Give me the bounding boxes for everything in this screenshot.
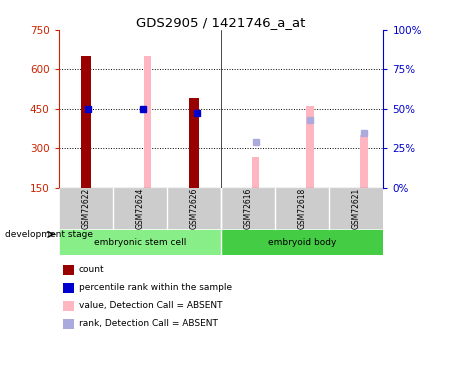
Text: GSM72621: GSM72621 [352, 188, 361, 229]
Text: GSM72624: GSM72624 [135, 188, 144, 229]
Bar [59, 188, 113, 230]
Text: GSM72618: GSM72618 [298, 188, 307, 229]
Text: rank, Detection Call = ABSENT: rank, Detection Call = ABSENT [79, 319, 218, 328]
Text: value, Detection Call = ABSENT: value, Detection Call = ABSENT [79, 302, 222, 310]
Bar [329, 188, 383, 230]
Bar [306, 106, 313, 188]
Bar [81, 56, 91, 188]
Bar [59, 230, 221, 255]
Text: embryonic stem cell: embryonic stem cell [94, 238, 186, 247]
Bar [275, 188, 329, 230]
Text: GSM72616: GSM72616 [244, 188, 253, 229]
Text: embryoid body: embryoid body [268, 238, 336, 247]
Bar [113, 188, 167, 230]
Bar [360, 135, 368, 188]
Bar [167, 188, 221, 230]
Bar [189, 98, 199, 188]
Text: development stage: development stage [5, 230, 92, 239]
Bar [221, 230, 383, 255]
Text: percentile rank within the sample: percentile rank within the sample [79, 284, 232, 292]
Bar [143, 56, 151, 188]
Text: GSM72626: GSM72626 [189, 188, 198, 229]
Bar [252, 158, 259, 188]
Title: GDS2905 / 1421746_a_at: GDS2905 / 1421746_a_at [136, 16, 306, 29]
Bar [221, 188, 275, 230]
Text: count: count [79, 266, 105, 274]
Text: GSM72622: GSM72622 [81, 188, 90, 229]
